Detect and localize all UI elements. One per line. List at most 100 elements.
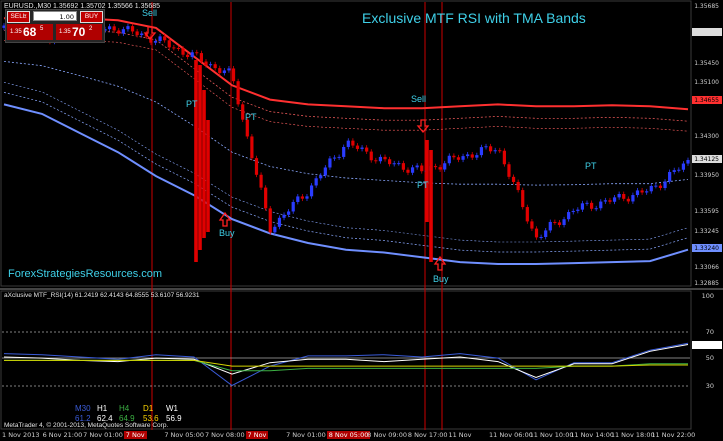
- candle-body: [126, 26, 130, 30]
- candle-body: [433, 166, 438, 168]
- copyright-text: MetaTrader 4, © 2001-2013, MetaQuotes So…: [4, 422, 169, 429]
- candle-body: [452, 155, 456, 158]
- osc-value-marker: [692, 341, 722, 349]
- candle-body: [470, 154, 474, 158]
- date-axis-label: 11 Nov 18:00: [610, 431, 655, 439]
- lower-band-line: [3, 103, 689, 265]
- candle-body: [672, 170, 676, 172]
- candle-body: [2, 25, 6, 28]
- candle-body: [332, 157, 337, 159]
- candle-body: [466, 154, 470, 157]
- candle-body: [208, 64, 213, 66]
- mid-band-marker: [692, 155, 722, 163]
- candle-body: [273, 226, 277, 233]
- candle-body: [415, 165, 419, 168]
- mtf-value-m30: 61.2: [75, 414, 91, 423]
- candle-body: [337, 156, 341, 158]
- candle-body: [548, 221, 552, 231]
- candle-body: [277, 217, 282, 227]
- middle-band-line: [3, 61, 689, 186]
- candle-body: [149, 36, 153, 43]
- sell-button[interactable]: SELL: [7, 11, 30, 23]
- candle-body: [677, 169, 681, 171]
- candle-body: [374, 160, 378, 162]
- buy-button[interactable]: BUY: [80, 11, 103, 23]
- lot-spinner-icon[interactable]: ▾: [24, 13, 27, 19]
- candle-body: [378, 156, 383, 162]
- candle-body: [521, 190, 525, 208]
- candle-body: [328, 158, 332, 168]
- candle-body: [479, 147, 484, 156]
- candle-body: [502, 150, 506, 165]
- candle-body: [117, 30, 121, 34]
- candle-body: [663, 181, 667, 189]
- indicator-info: aXclusive MTF_RSI(14) 61.2419 62.4143 64…: [4, 292, 200, 299]
- price-candles: [2, 21, 690, 262]
- lot-size-input[interactable]: 1.00: [33, 11, 77, 21]
- candle-body: [484, 146, 488, 148]
- symbol-info: EURUSD.,M30 1.35692 1.35702 1.35566 1.35…: [4, 3, 161, 10]
- candle-body: [585, 202, 589, 204]
- candle-body: [617, 194, 621, 198]
- candle-body: [553, 221, 557, 223]
- profit-target-label: PT: [186, 99, 198, 109]
- candle-body: [218, 68, 222, 74]
- candle-body: [456, 157, 461, 160]
- price-axis-label: 1.34125: [694, 156, 719, 163]
- mtf-header-m30: M30: [75, 404, 91, 413]
- price-axis-label: 1.33245: [694, 228, 719, 235]
- buy-price-button[interactable]: 1.35 70 2: [56, 24, 102, 40]
- candle-body: [198, 65, 202, 250]
- mtf-header-d1: D1: [143, 404, 154, 413]
- candle-body: [622, 194, 626, 199]
- buy-price-fraction: 2: [89, 26, 93, 32]
- sell-price-button[interactable]: 1.35 68 5: [7, 24, 53, 40]
- candle-body: [608, 200, 612, 202]
- candle-body: [206, 120, 210, 232]
- mtf-value-h4: 64.9: [119, 414, 135, 423]
- candle-body: [447, 155, 451, 164]
- chart-title: Exclusive MTF RSI with TMA Bands: [362, 10, 586, 26]
- profit-target-label: PT: [245, 112, 257, 122]
- candle-body: [507, 164, 511, 177]
- date-axis-label: 1 Nov 2013: [2, 431, 40, 439]
- candle-body: [580, 203, 585, 210]
- rsi-line-h4: [4, 359, 688, 372]
- candle-body: [511, 176, 516, 182]
- candle-body: [300, 196, 304, 199]
- candle-body: [254, 158, 259, 175]
- mtf-header-h1: H1: [97, 404, 108, 413]
- candle-body: [443, 163, 447, 170]
- rsi-line-m30: [3, 342, 689, 387]
- candle-body: [406, 169, 410, 173]
- date-axis-label: 8 Nov 05:00: [326, 431, 371, 439]
- candle-body: [282, 214, 286, 218]
- current-price-marker: [692, 28, 722, 36]
- candle-body: [360, 147, 364, 149]
- candle-body: [222, 70, 226, 74]
- price-axis-label: 1.35685: [694, 3, 719, 10]
- candle-body: [202, 90, 206, 238]
- candle-body: [612, 197, 617, 202]
- sell-price-fraction: 5: [40, 26, 44, 32]
- candle-body: [342, 146, 346, 157]
- date-axis-label: 7 Nov 08:00: [204, 431, 245, 439]
- candle-body: [172, 47, 176, 49]
- candle-body: [562, 219, 566, 226]
- candle-body: [319, 175, 323, 179]
- candle-body: [567, 212, 571, 220]
- sell-arrow: [416, 119, 430, 134]
- candle-body: [530, 221, 534, 229]
- rsi-line-d1: [4, 359, 688, 367]
- price-axis-label: 1.33066: [694, 264, 719, 271]
- candle-body: [392, 163, 396, 165]
- mtf-rsi-oscillator: [2, 331, 690, 387]
- price-axis-label: 1.35100: [694, 79, 719, 86]
- price-axis-label: 1.33595: [694, 208, 719, 215]
- mtf-value-w1: 56.9: [166, 414, 182, 423]
- candle-body: [654, 185, 658, 187]
- mtf-header-h4: H4: [119, 404, 130, 413]
- sell-price-pips: 68: [23, 25, 37, 39]
- candle-body: [245, 119, 249, 137]
